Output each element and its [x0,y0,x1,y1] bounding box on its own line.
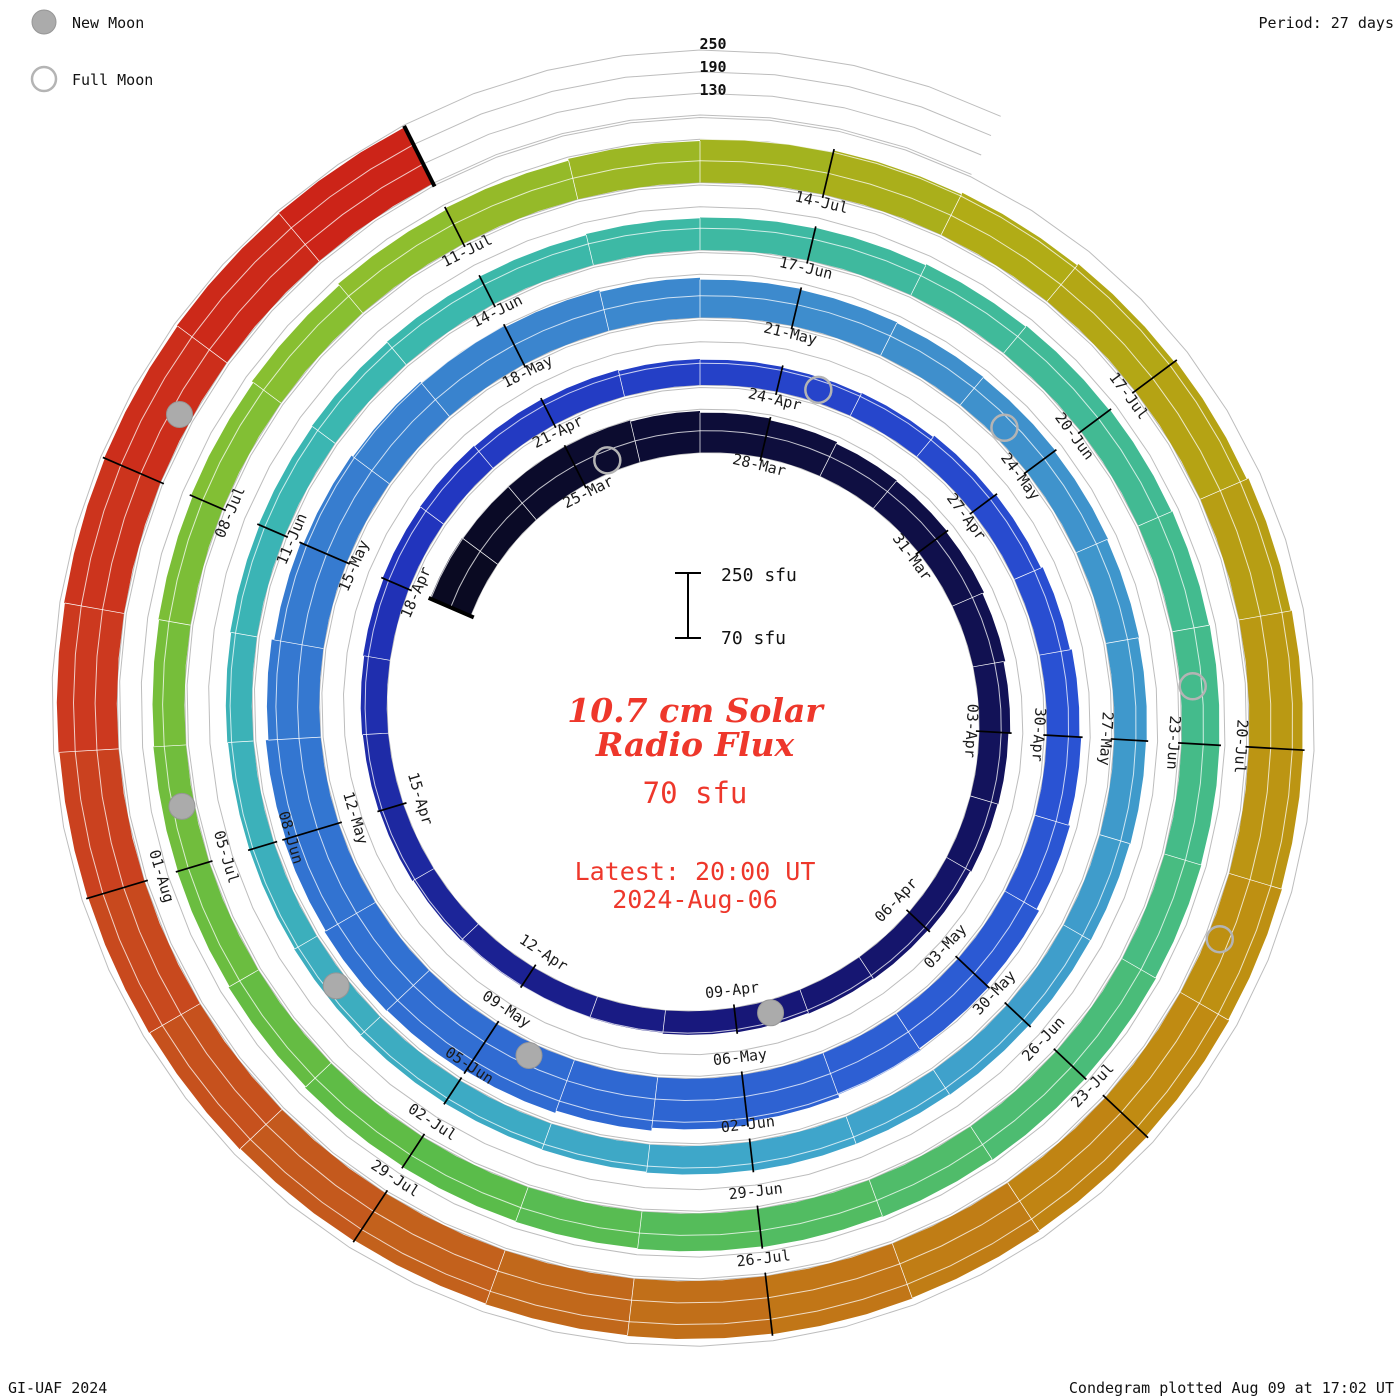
latest-time-label: Latest: 20:00 UT [575,857,816,886]
new-moon-marker [515,1041,543,1069]
scalebar-bottom-label: 70 sfu [721,628,786,649]
chart-title-line2: Radio Flux [595,725,795,764]
period-ticks [86,124,1305,1336]
overlay-gridlines [72,138,1293,1326]
moon-markers [165,375,1234,1069]
date-label: 29-Jun [728,1179,784,1203]
credit-label: GI-UAF 2024 [8,1379,107,1397]
spiral-plot: 25-Mar28-Mar31-Mar03-Apr06-Apr09-Apr12-A… [51,49,1315,1347]
chart-title-block: 10.7 cm Solar Radio Flux 70 sfu Latest: … [567,691,825,914]
full-moon-marker [804,375,833,405]
date-label: 26-Jul [736,1246,792,1270]
full-moon-label: Full Moon [72,71,153,89]
plotted-timestamp: Condegram plotted Aug 09 at 17:02 UT [1069,1379,1394,1397]
date-label: 30-Apr [1028,707,1049,762]
radial-scale-labels: 250 190 130 [699,35,726,99]
date-label: 27-May [1096,711,1117,766]
latest-date-label: 2024-Aug-06 [612,885,778,914]
date-label: 09-Apr [704,978,760,1002]
date-label: 23-Jun [1163,715,1184,770]
radial-scale-250: 250 [699,35,726,53]
baseline-flux-label: 70 sfu [643,776,748,810]
full-moon-marker [990,413,1019,443]
full-moon-marker [593,446,622,475]
full-moon-marker [1205,924,1234,954]
full-moon-marker [1178,672,1207,701]
full-moon-icon [30,65,58,93]
date-label: 03-Apr [961,703,982,758]
moon-legend: New Moon Full Moon [30,9,153,93]
radial-scale-190: 190 [699,58,726,76]
period-label: Period: 27 days [1259,14,1394,32]
new-moon-marker [165,400,193,428]
day-separators [59,140,1291,1336]
date-label: 20-Jul [1231,719,1252,774]
new-moon-marker [168,792,196,820]
chart-title-line1: 10.7 cm Solar [567,691,825,730]
new-moon-marker [757,999,785,1027]
flux-scalebar [675,572,701,639]
scalebar-top-label: 250 sfu [721,565,797,586]
new-moon-label: New Moon [72,14,144,32]
new-moon-icon [31,9,57,35]
new-moon-marker [322,972,350,1000]
flux-bars [56,127,1304,1339]
radial-scale-130: 130 [699,81,726,99]
date-label: 06-May [712,1045,768,1069]
